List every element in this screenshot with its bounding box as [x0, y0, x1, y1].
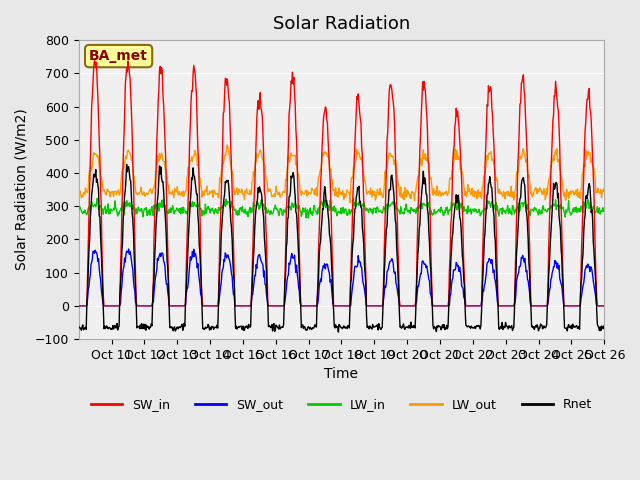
Title: Solar Radiation: Solar Radiation — [273, 15, 410, 33]
X-axis label: Time: Time — [324, 367, 358, 381]
Y-axis label: Solar Radiation (W/m2): Solar Radiation (W/m2) — [15, 108, 29, 270]
Text: BA_met: BA_met — [89, 49, 148, 63]
Legend: SW_in, SW_out, LW_in, LW_out, Rnet: SW_in, SW_out, LW_in, LW_out, Rnet — [86, 394, 597, 416]
